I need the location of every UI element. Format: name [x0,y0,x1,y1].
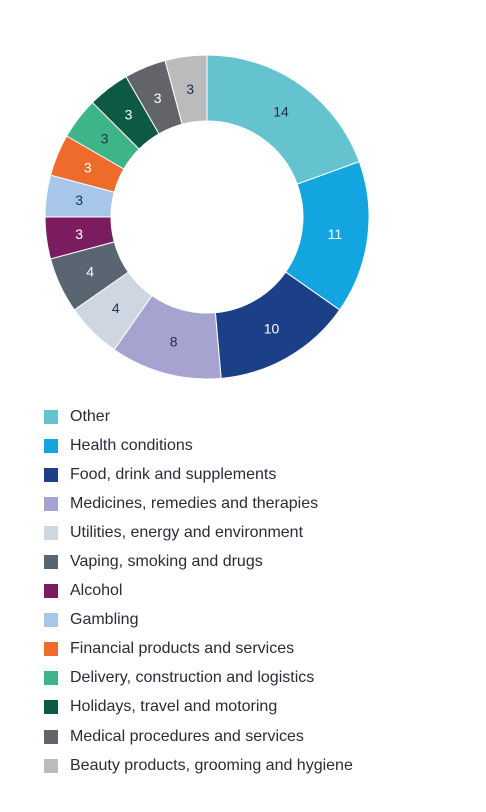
data-label-gambling: 3 [75,192,83,208]
legend-label: Delivery, construction and logistics [70,669,315,687]
legend-label: Holidays, travel and motoring [70,698,278,716]
legend-label: Beauty products, grooming and hygiene [70,756,353,774]
legend-item-health-conditions: Health conditions [44,431,353,460]
legend-swatch [44,729,58,744]
legend-swatch [44,642,58,657]
legend-label: Gambling [70,611,139,629]
legend-item-food-drink-and-supplements: Food, drink and supplements [44,460,353,489]
legend-swatch [44,671,58,686]
data-label-health-conditions: 11 [328,226,343,242]
legend-swatch [44,584,58,599]
legend-swatch [44,496,58,511]
data-label-financial-products-and-services: 3 [84,160,92,176]
slice-beauty-products-grooming-and-hygiene [164,54,208,125]
data-label-medicines-remedies-and-therapies: 8 [170,334,178,350]
legend-swatch [44,467,58,482]
legend-item-beauty-products-grooming-and-hygiene: Beauty products, grooming and hygiene [44,751,353,780]
legend-label: Alcohol [70,582,123,600]
data-label-alcohol: 3 [75,226,83,242]
legend-swatch [44,438,58,453]
legend-label: Medicines, remedies and therapies [70,494,319,512]
data-label-other: 14 [273,103,289,119]
legend-label: Financial products and services [70,640,295,658]
data-label-holidays-travel-and-motoring: 3 [125,107,133,123]
legend-label: Health conditions [70,436,193,454]
slice-other [206,54,360,185]
data-label-delivery-construction-and-logistics: 3 [101,130,109,146]
legend-item-medical-procedures-and-services: Medical procedures and services [44,722,353,751]
legend-swatch [44,700,58,715]
data-label-food-drink-and-supplements: 10 [264,321,280,337]
legend-item-holidays-travel-and-motoring: Holidays, travel and motoring [44,693,353,722]
legend-item-other: Other [44,402,353,431]
legend-label: Utilities, energy and environment [70,523,304,541]
legend-label: Vaping, smoking and drugs [70,553,263,571]
data-label-medical-procedures-and-services: 3 [154,90,162,106]
legend-item-gambling: Gambling [44,606,353,635]
legend-label: Medical procedures and services [70,727,304,745]
legend-label: Other [70,407,111,425]
legend-swatch [44,613,58,628]
legend-item-medicines-remedies-and-therapies: Medicines, remedies and therapies [44,489,353,518]
data-label-vaping-smoking-and-drugs: 4 [86,264,94,280]
legend-swatch [44,409,58,424]
legend-swatch [44,758,58,773]
chart-legend: Other Health conditions Food, drink and su… [44,402,353,780]
legend-item-vaping-smoking-and-drugs: Vaping, smoking and drugs [44,547,353,576]
legend-item-financial-products-and-services: Financial products and services [44,635,353,664]
legend-swatch [44,555,58,570]
legend-swatch [44,525,58,540]
legend-item-utilities-energy-and-environment: Utilities, energy and environment [44,518,353,547]
data-label-utilities-energy-and-environment: 4 [112,300,120,316]
legend-label: Food, drink and supplements [70,465,277,483]
legend-item-delivery-construction-and-logistics: Delivery, construction and logistics [44,664,353,693]
legend-item-alcohol: Alcohol [44,577,353,606]
data-label-beauty-products-grooming-and-hygiene: 3 [186,81,194,97]
